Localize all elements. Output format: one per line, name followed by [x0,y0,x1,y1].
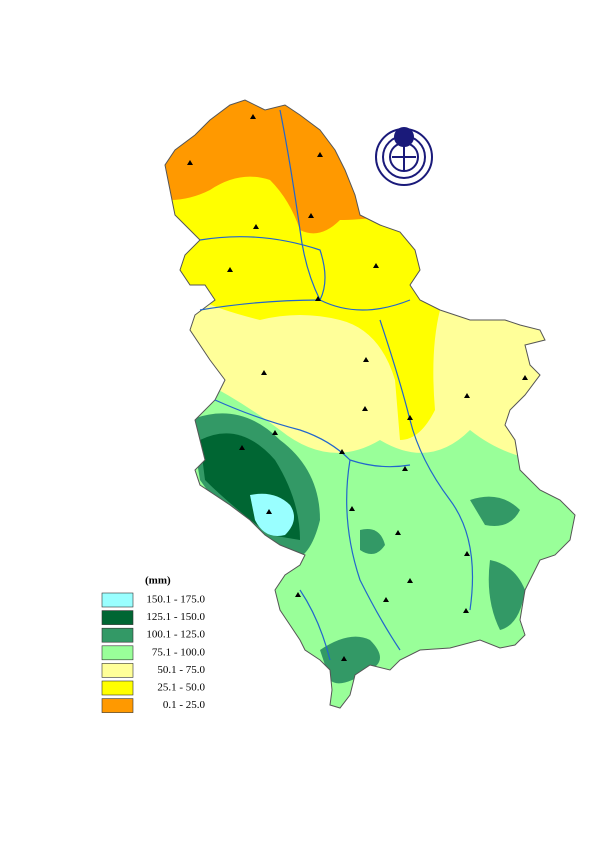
zone [488,560,525,630]
zone [250,493,294,536]
legend-label: 100.1 - 125.0 [146,629,205,641]
legend-swatch [101,610,134,625]
legend-label: 150.1 - 175.0 [146,594,205,606]
legend: (mm) 150.1 - 175.0 125.1 - 150.0 100.1 - 1… [101,575,206,713]
legend-swatch [101,627,134,643]
legend-swatch [101,592,134,608]
legend-swatch [101,663,134,678]
zone [470,496,520,526]
map-zones [165,100,575,708]
legend-label: 125.1 - 150.0 [146,611,205,623]
logo [375,127,433,186]
legend-label: 25.1 - 50.0 [157,682,205,694]
legend-swatch [101,680,134,696]
legend-swatch [101,645,134,661]
legend-label: 50.1 - 75.0 [157,664,205,676]
border [164,99,576,709]
zone [360,529,385,554]
legend-label: 75.1 - 100.0 [152,646,206,658]
legend-title: (mm) [145,575,171,587]
rivers [199,109,474,661]
legend-label: 0.1 - 25.0 [163,699,206,711]
legend-swatch [101,698,134,713]
